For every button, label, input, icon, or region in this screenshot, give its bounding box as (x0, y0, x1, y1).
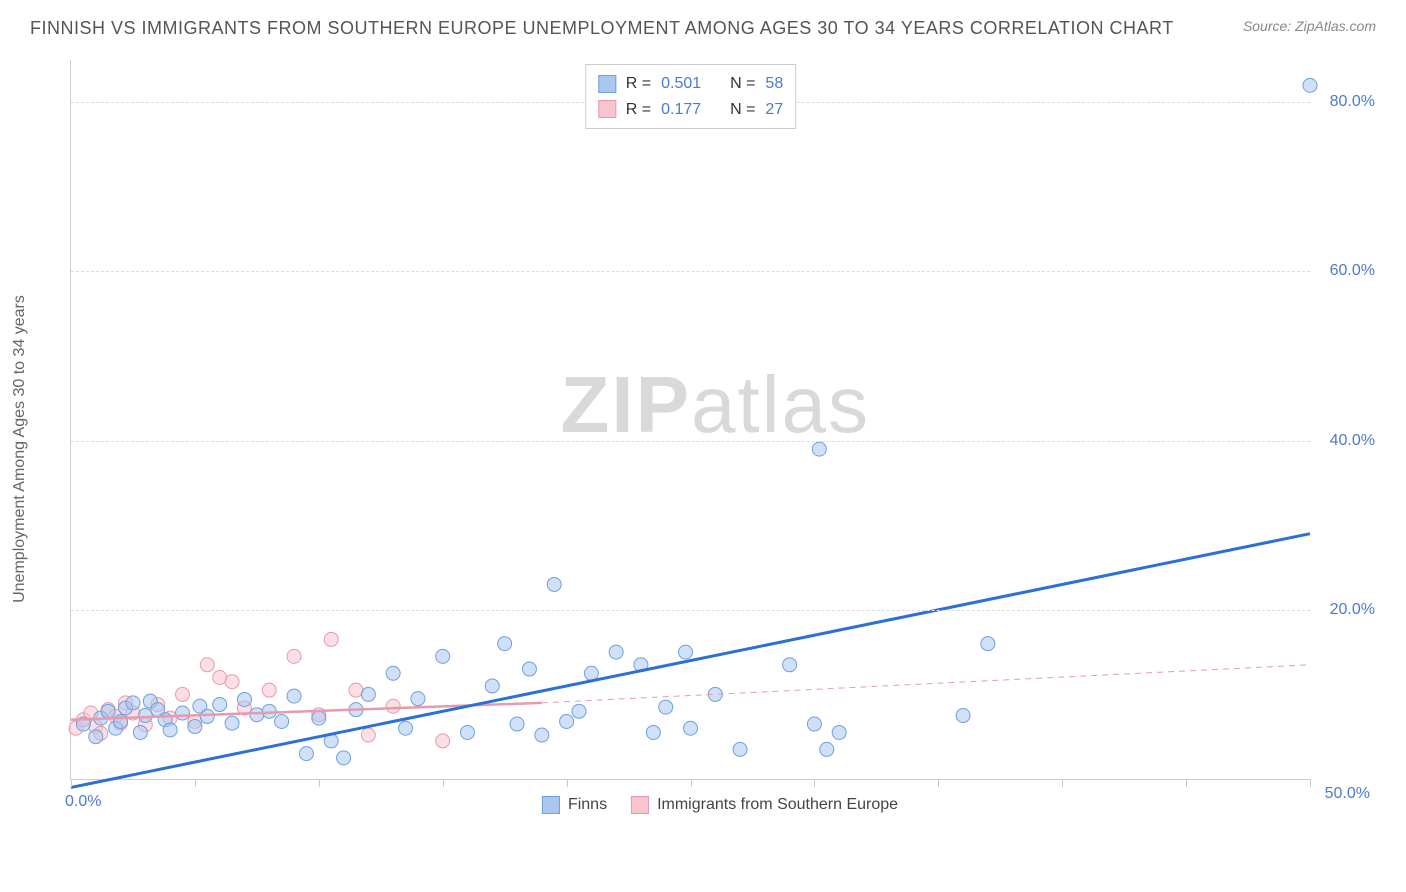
data-point (138, 709, 152, 723)
data-point (679, 645, 693, 659)
data-point (832, 725, 846, 739)
series-legend-item: Finns (542, 796, 607, 814)
series-legend-item: Immigrants from Southern Europe (631, 796, 898, 814)
chart-title: FINNISH VS IMMIGRANTS FROM SOUTHERN EURO… (30, 18, 1174, 39)
data-point (361, 687, 375, 701)
data-point (812, 442, 826, 456)
data-point (299, 747, 313, 761)
data-point (101, 704, 115, 718)
data-point (337, 751, 351, 765)
data-point (522, 662, 536, 676)
data-point (250, 708, 264, 722)
correlation-legend: R = 0.501 N = 58 R = 0.177 N = 27 (585, 64, 796, 129)
correlation-legend-row: R = 0.177 N = 27 (598, 97, 783, 123)
data-point (547, 577, 561, 591)
trend-line (71, 534, 1310, 788)
data-point (287, 649, 301, 663)
plot-region: ZIPatlas R = 0.501 N = 58 R = 0.177 N = … (70, 60, 1310, 780)
data-point (646, 725, 660, 739)
series-legend: Finns Immigrants from Southern Europe (542, 796, 898, 814)
data-point (386, 699, 400, 713)
data-point (399, 721, 413, 735)
x-tick (71, 779, 72, 787)
data-point (176, 706, 190, 720)
grid-line (71, 271, 1310, 272)
data-point (324, 632, 338, 646)
data-point (349, 683, 363, 697)
x-tick (195, 779, 196, 787)
legend-swatch (598, 75, 616, 93)
data-point (262, 683, 276, 697)
y-axis-label: Unemployment Among Ages 30 to 34 years (11, 295, 29, 603)
data-point (436, 649, 450, 663)
data-point (560, 714, 574, 728)
data-point (213, 670, 227, 684)
x-tick (567, 779, 568, 787)
y-tick-label: 20.0% (1330, 601, 1375, 619)
y-tick-label: 80.0% (1330, 93, 1375, 111)
data-point (213, 698, 227, 712)
legend-swatch (631, 796, 649, 814)
data-point (981, 637, 995, 651)
data-point (820, 742, 834, 756)
data-point (312, 711, 326, 725)
chart-area: Unemployment Among Ages 30 to 34 years Z… (60, 60, 1380, 820)
data-point (584, 666, 598, 680)
data-point (126, 696, 140, 710)
data-point (460, 725, 474, 739)
data-point (498, 637, 512, 651)
x-tick-label: 50.0% (1325, 785, 1370, 803)
data-point (200, 658, 214, 672)
grid-line (71, 610, 1310, 611)
data-point (225, 716, 239, 730)
data-point (188, 720, 202, 734)
data-point (1303, 78, 1317, 92)
legend-swatch (598, 100, 616, 118)
data-point (535, 728, 549, 742)
data-point (510, 717, 524, 731)
data-point (733, 742, 747, 756)
x-tick-label: 0.0% (65, 793, 101, 811)
data-point (684, 721, 698, 735)
data-point (956, 709, 970, 723)
trend-line (542, 665, 1310, 703)
grid-line (71, 441, 1310, 442)
data-point (287, 689, 301, 703)
x-tick (1062, 779, 1063, 787)
x-tick (1310, 779, 1311, 787)
data-point (436, 734, 450, 748)
data-point (572, 704, 586, 718)
scatter-svg (71, 60, 1310, 779)
x-tick (319, 779, 320, 787)
data-point (225, 675, 239, 689)
y-tick-label: 40.0% (1330, 432, 1375, 450)
data-point (386, 666, 400, 680)
x-tick (814, 779, 815, 787)
data-point (609, 645, 623, 659)
y-tick-label: 60.0% (1330, 262, 1375, 280)
data-point (411, 692, 425, 706)
x-tick (938, 779, 939, 787)
data-point (275, 714, 289, 728)
correlation-legend-row: R = 0.501 N = 58 (598, 71, 783, 97)
data-point (783, 658, 797, 672)
legend-swatch (542, 796, 560, 814)
x-tick (443, 779, 444, 787)
source-label: Source: ZipAtlas.com (1243, 18, 1376, 34)
x-tick (691, 779, 692, 787)
data-point (176, 687, 190, 701)
data-point (485, 679, 499, 693)
data-point (114, 714, 128, 728)
data-point (237, 692, 251, 706)
data-point (89, 730, 103, 744)
data-point (807, 717, 821, 731)
data-point (133, 725, 147, 739)
x-tick (1186, 779, 1187, 787)
data-point (200, 709, 214, 723)
data-point (163, 723, 177, 737)
data-point (361, 728, 375, 742)
data-point (659, 700, 673, 714)
